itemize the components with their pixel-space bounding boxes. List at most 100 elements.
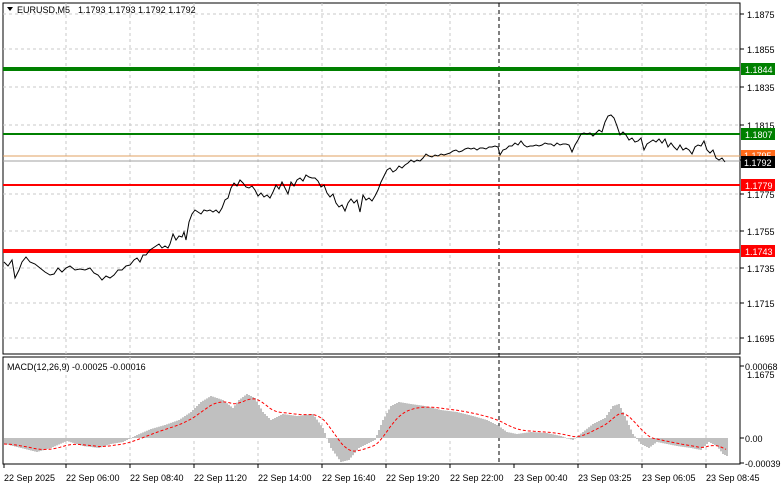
macd-histogram-bar <box>190 412 192 438</box>
macd-histogram-bar <box>318 422 320 438</box>
macd-histogram-bar <box>34 438 36 452</box>
macd-histogram-bar <box>242 397 244 438</box>
macd-histogram-bar <box>320 425 322 438</box>
time-tick-label: 22 Sep 2025 <box>4 473 55 483</box>
macd-histogram-bar <box>532 432 534 438</box>
macd-histogram-bar <box>54 438 56 447</box>
macd-histogram-bar <box>446 410 448 438</box>
macd-histogram-bar <box>272 419 274 438</box>
macd-histogram-bar <box>720 438 722 452</box>
macd-histogram-bar <box>380 425 382 438</box>
macd-histogram-bar <box>450 411 452 438</box>
macd-histogram-bar <box>544 432 546 438</box>
macd-histogram-bar <box>688 438 690 448</box>
macd-histogram-bar <box>462 413 464 438</box>
macd-histogram-bar <box>50 438 52 448</box>
macd-histogram-bar <box>104 438 106 446</box>
time-tick-label: 22 Sep 22:00 <box>450 473 504 483</box>
macd-histogram-bar <box>408 403 410 438</box>
macd-histogram-bar <box>370 438 372 442</box>
macd-histogram-bar <box>524 432 526 438</box>
macd-histogram-bar <box>426 406 428 438</box>
macd-histogram-bar <box>438 409 440 438</box>
macd-histogram-bar <box>94 438 96 448</box>
macd-histogram-bar <box>620 408 622 438</box>
macd-histogram-bar <box>30 438 32 451</box>
macd-histogram-bar <box>392 405 394 438</box>
macd-histogram-bar <box>502 429 504 438</box>
price-tick-label: 1.1815 <box>747 121 775 131</box>
macd-histogram-bar <box>652 438 654 445</box>
macd-histogram-bar <box>642 438 644 445</box>
macd-histogram-bar <box>88 438 90 447</box>
current-price-tag <box>741 156 775 168</box>
price-axis[interactable]: 1.1875 1.1855 1.1835 1.1815 1.1775 1.1755 1.17… <box>740 10 775 380</box>
macd-histogram-bar <box>486 420 488 438</box>
macd-histogram-bar <box>342 438 344 462</box>
macd-histogram-bar <box>560 436 562 438</box>
macd-histogram-bar <box>158 426 160 438</box>
macd-histogram-bar <box>268 418 270 438</box>
macd-histogram-bar <box>286 414 288 438</box>
macd-histogram-bar <box>690 438 692 448</box>
price-tick-label: 1.1775 <box>747 190 775 200</box>
macd-histogram-bar <box>346 438 348 461</box>
macd-signal-line <box>3 398 727 452</box>
macd-histogram-bar <box>314 416 316 438</box>
macd-histogram-bar <box>516 434 518 438</box>
price-line <box>3 114 726 281</box>
macd-histogram-bar <box>40 438 42 451</box>
macd-histogram-bar <box>468 415 470 438</box>
macd-histogram-bar <box>386 413 388 438</box>
price-panel[interactable] <box>2 2 741 355</box>
macd-histogram-bar <box>654 438 656 444</box>
price-tick-label: 1.1755 <box>747 227 775 237</box>
macd-histogram-bar <box>16 438 18 447</box>
macd-histogram-bar <box>474 416 476 438</box>
macd-histogram-bar <box>142 432 144 438</box>
macd-histogram-bar <box>60 438 62 444</box>
macd-histogram-bar <box>634 436 636 438</box>
ohlc-values: 1.1793 1.1793 1.1792 1.1792 <box>78 5 196 15</box>
price-tick-label: 1.1675 <box>747 370 775 380</box>
macd-panel[interactable] <box>2 356 741 465</box>
level-label: 1.1844 <box>745 65 773 75</box>
macd-histogram-bar <box>300 415 302 438</box>
macd-histogram-bar <box>456 412 458 438</box>
macd-histogram-bar <box>290 415 292 438</box>
macd-histogram-bar <box>540 432 542 438</box>
macd-histogram-bar <box>712 438 714 444</box>
macd-histogram-bar <box>640 438 642 444</box>
macd-histogram-bar <box>6 438 8 445</box>
macd-histogram-bar <box>706 438 708 444</box>
macd-histogram-bar <box>562 436 564 438</box>
macd-histogram-bar <box>18 438 20 448</box>
macd-histogram-bar <box>398 402 400 438</box>
macd-histogram-bar <box>208 397 210 438</box>
time-axis[interactable]: 22 Sep 2025 22 Sep 06:00 22 Sep 08:40 22 Se… <box>3 464 760 483</box>
macd-histogram-bar <box>390 406 392 438</box>
macd-histogram-bar <box>280 415 282 438</box>
macd-histogram-bar <box>114 438 116 444</box>
macd-histogram-bar <box>454 411 456 438</box>
macd-histogram-bar <box>528 432 530 438</box>
macd-histogram-bar <box>630 429 632 438</box>
macd-histogram-bar <box>554 434 556 438</box>
macd-histogram-bar <box>264 414 266 438</box>
price-tick-label: 1.1875 <box>747 10 775 20</box>
macd-histogram-bar <box>218 398 220 438</box>
macd-histogram-bar <box>236 402 238 438</box>
macd-histogram-bar <box>510 432 512 438</box>
time-tick-label: 23 Sep 03:25 <box>578 473 632 483</box>
macd-histogram-bar <box>14 438 16 447</box>
macd-histogram-bar <box>626 420 628 438</box>
macd-histogram-bar <box>134 436 136 438</box>
macd-histogram-bar <box>348 438 350 460</box>
macd-histogram-bar <box>126 438 128 440</box>
triangle-down-icon[interactable] <box>7 7 13 11</box>
macd-histogram-bar <box>288 414 290 438</box>
macd-histogram-bar <box>572 438 574 440</box>
macd-histogram-bar <box>596 422 598 438</box>
